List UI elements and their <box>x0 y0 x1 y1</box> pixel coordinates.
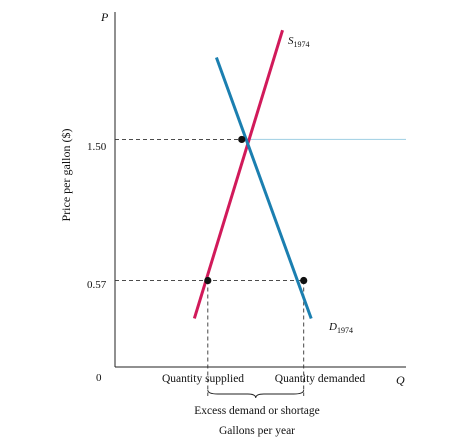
excess-demand-label: Excess demand or shortage <box>194 405 320 417</box>
demand-label-main: D <box>328 321 337 333</box>
y-axis-label: Price per gallon ($) <box>59 129 73 222</box>
y-axis-variable: P <box>100 10 109 24</box>
shortage-brace <box>207 389 305 399</box>
y-tick-label-0: 0 <box>96 372 102 384</box>
equilibrium-point <box>238 135 246 144</box>
demand-label-sub: 1974 <box>337 326 353 335</box>
supply-label-sub: 1974 <box>294 40 310 49</box>
supply-label-main: S <box>288 35 294 47</box>
quantity-supplied-point <box>204 276 212 285</box>
y-tick-label-057: 0.57 <box>87 279 107 291</box>
supply-curve-line <box>192 29 284 319</box>
quantity-supplied-label: Quantity supplied <box>162 373 244 385</box>
y-tick-label-150: 1.50 <box>87 141 107 153</box>
demand-curve-line <box>214 57 313 319</box>
x-axis-variable: Q <box>396 373 405 387</box>
demand-curve-label: D1974 <box>328 321 353 335</box>
quantity-demanded-label: Quantity demanded <box>275 373 366 385</box>
x-axis-label: Gallons per year <box>219 425 295 437</box>
supply-curve-label: S1974 <box>288 35 310 49</box>
quantity-demanded-point <box>300 276 308 285</box>
